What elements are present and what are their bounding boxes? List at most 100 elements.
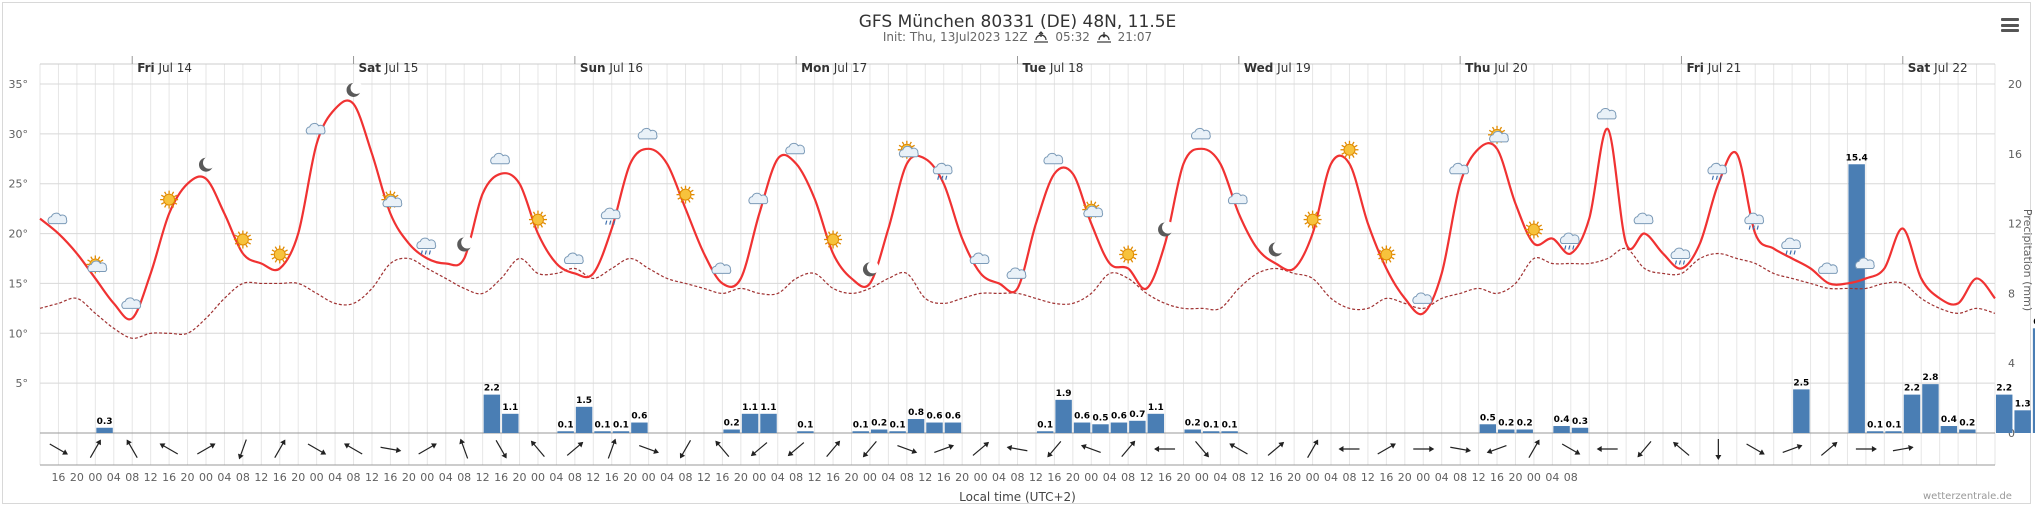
hour-tick-label: 12	[697, 471, 711, 484]
wind-arrow	[1450, 446, 1471, 453]
wind-head	[750, 450, 757, 457]
credit-text[interactable]: wetterzentrale.de	[1923, 491, 2012, 502]
hour-tick-label: 00	[1084, 471, 1098, 484]
sun-ray	[1123, 246, 1126, 250]
hour-tick-label: 12	[1250, 471, 1264, 484]
precip-bar-label: 0.1	[1867, 420, 1883, 430]
precip-bar	[96, 427, 113, 433]
cloud-shape	[1449, 162, 1469, 175]
wind-head	[983, 441, 990, 448]
sun-ray	[1525, 231, 1530, 235]
precip-bar-label: 0.5	[1480, 413, 1496, 423]
wind-arrow	[1715, 439, 1722, 460]
rain-drop	[420, 250, 423, 255]
cloud-icon	[969, 252, 990, 264]
rain-drop	[605, 220, 608, 225]
sun-ray	[90, 256, 93, 260]
sun-ray	[1133, 256, 1137, 260]
sun-ray	[271, 256, 275, 260]
cloud-icon	[563, 252, 584, 264]
cloud-icon	[1006, 267, 1027, 279]
precip-bar-label: 1.1	[1148, 403, 1164, 413]
sun-ray	[1525, 224, 1530, 228]
wind-arrow	[639, 445, 659, 454]
moon-shadow	[461, 236, 474, 249]
sun-icon	[528, 210, 547, 229]
hour-tick-label: 16	[273, 471, 287, 484]
hour-tick-label: 12	[1029, 471, 1043, 484]
y-left-tick-label: 10°	[9, 327, 29, 340]
hour-tick-label: 04	[1435, 471, 1449, 484]
hour-tick-label: 16	[383, 471, 397, 484]
wind-head	[238, 453, 244, 460]
precip-bar-label: 0.2	[1185, 419, 1201, 429]
cloud-icon	[47, 212, 68, 225]
sun-ray	[1307, 224, 1311, 228]
sun-ray	[540, 211, 544, 215]
hour-tick-label: 00	[531, 471, 545, 484]
wind-arrow	[1047, 440, 1062, 458]
precip-bar-label: 0.1	[558, 420, 574, 430]
wind-head	[209, 443, 216, 449]
wind-head	[1796, 444, 1803, 450]
cloud-icon	[1412, 292, 1433, 304]
hour-tick-label: 20	[1176, 471, 1190, 484]
precip-bar-label: 0.6	[1074, 412, 1090, 422]
precip-bar	[1055, 399, 1072, 433]
precip-bar	[870, 429, 888, 433]
wind-arrow	[495, 440, 507, 459]
hour-tick-label: 12	[808, 471, 822, 484]
hour-tick-label: 04	[439, 471, 453, 484]
hour-tick-label: 20	[1398, 471, 1412, 484]
hour-tick-label: 20	[291, 471, 305, 484]
wind-arrow	[826, 440, 841, 458]
wind-arrow	[274, 439, 286, 458]
cloud-icon	[490, 152, 510, 165]
precip-bar-label: 1.1	[761, 403, 777, 413]
sun-ray	[1354, 152, 1358, 155]
precip-bar-label: 0.8	[908, 408, 924, 418]
sun-disc	[163, 193, 176, 206]
precip-bar	[741, 413, 759, 433]
menu-icon[interactable]	[2001, 18, 2019, 32]
wind-head	[911, 448, 918, 454]
precip-bar	[1885, 431, 1902, 433]
wind-arrow	[897, 445, 918, 454]
rain-drop	[1793, 250, 1796, 255]
precip-bar	[1922, 384, 1939, 433]
hour-tick-label: 04	[992, 471, 1006, 484]
day-name: Thu	[1465, 61, 1490, 75]
sun-ray	[1388, 246, 1392, 250]
wind-arrow	[89, 439, 101, 458]
sun-ray	[1391, 249, 1395, 253]
sun-ray	[164, 191, 167, 195]
moon-shadow	[202, 156, 215, 169]
hour-tick-label: 00	[88, 471, 102, 484]
sun-ray	[909, 141, 912, 145]
sun-ray	[100, 259, 104, 263]
precip-bar	[1184, 429, 1201, 433]
sun-icon	[824, 230, 843, 249]
hour-tick-label: 12	[1361, 471, 1375, 484]
wind-head	[126, 439, 132, 446]
weather-icons	[47, 81, 1875, 309]
precip-bar-label: 0.4	[1941, 415, 1957, 425]
hour-tick-label: 16	[937, 471, 951, 484]
cloud-icon	[1191, 127, 1211, 140]
sun-disc	[1527, 223, 1540, 236]
day-name: Mon	[801, 61, 830, 75]
rain-drop	[941, 175, 944, 180]
y-left-tick-label: 30°	[9, 128, 29, 141]
y-left-tick-label: 5°	[16, 377, 29, 390]
wind-head	[159, 443, 166, 449]
sun-ray	[1378, 249, 1382, 253]
sun-ray	[160, 202, 165, 205]
day-date: Jul 16	[606, 61, 643, 75]
precip-bar	[1848, 164, 1865, 433]
sun-ray	[687, 199, 691, 203]
cloud-shape	[87, 260, 108, 272]
sun-ray	[911, 144, 915, 148]
day-date: Jul 15	[381, 61, 418, 75]
cloud-shape	[1043, 152, 1064, 165]
